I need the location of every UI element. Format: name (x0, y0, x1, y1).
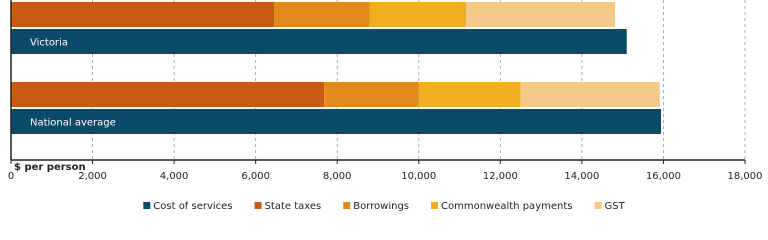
bar-segment (324, 82, 419, 107)
bar-segment (11, 2, 275, 27)
bar-segment (11, 82, 325, 107)
legend-swatch (594, 202, 602, 209)
x-tick-label: 18,000 (728, 171, 763, 182)
legend-label: Borrowings (353, 201, 409, 212)
bar-segment (466, 2, 615, 27)
legend-label: GST (604, 201, 625, 212)
bar (11, 109, 661, 134)
x-tick-label: 12,000 (483, 171, 518, 182)
legend-swatch (254, 202, 262, 209)
legend-label: State taxes (265, 201, 322, 212)
x-tick-label: 6,000 (241, 171, 270, 182)
bar-segment (520, 82, 660, 107)
bar-segment (274, 2, 370, 27)
page: $ per person 0 2,000 4,000 6,000 8,000 10,000… (7, 0, 763, 212)
x-tick-label: 14,000 (564, 171, 599, 182)
chart: $ per person 0 2,000 4,000 6,000 8,000 10,000… (8, 0, 763, 212)
legend-label: Commonwealth payments (441, 201, 572, 212)
category-label: National average (30, 118, 116, 129)
x-axis-label: $ per person (14, 162, 86, 173)
x-tick-label: 10,000 (401, 171, 436, 182)
legend-swatch (431, 202, 439, 209)
x-tick-label: 0 (8, 171, 14, 182)
legend-swatch (143, 202, 151, 209)
x-tick-label: 16,000 (646, 171, 681, 182)
x-tick-label: 8,000 (323, 171, 352, 182)
category-label: Victoria (30, 38, 68, 49)
legend-label: Cost of services (153, 201, 232, 212)
bar (11, 29, 627, 54)
bar-segment (418, 82, 521, 107)
bar-segment (369, 2, 467, 27)
x-tick-label: 2,000 (78, 171, 107, 182)
legend-swatch (343, 202, 351, 209)
x-tick-label: 4,000 (160, 171, 189, 182)
